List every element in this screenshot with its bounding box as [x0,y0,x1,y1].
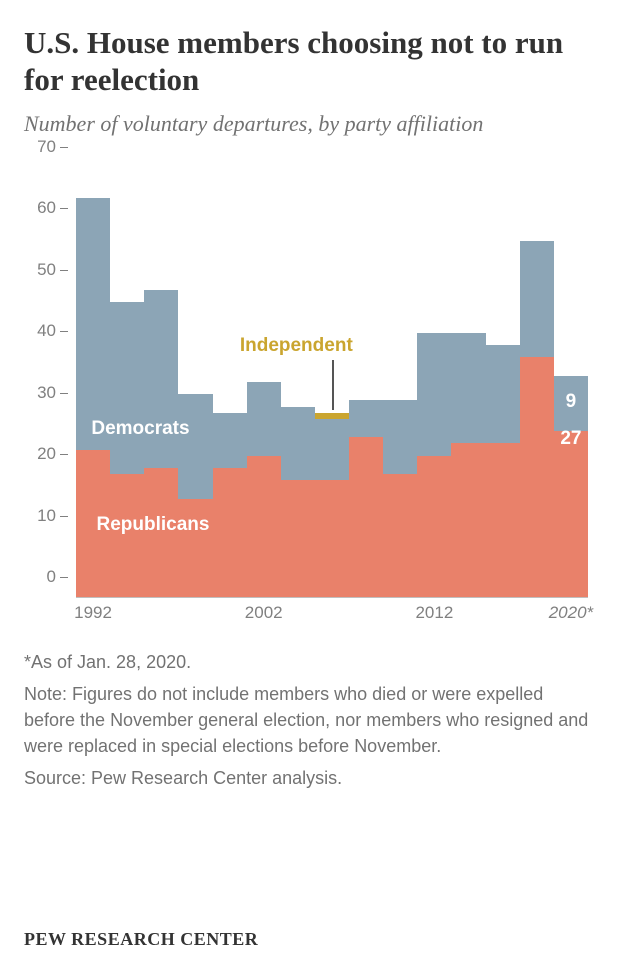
year-column [554,167,588,597]
democrat-segment [144,290,178,468]
republican-segment [486,443,520,597]
republican-segment [520,357,554,597]
x-tick-label: 2002 [245,603,283,623]
pew-logo: PEW RESEARCH CENTER [24,929,258,950]
x-axis-labels: 1992200220122020* [76,603,588,631]
plot-area: Democrats Republicans Independent 9 27 [76,167,588,597]
democrat-segment [486,345,520,443]
y-tick: 50 [37,260,56,280]
y-tick: 20 [37,444,56,464]
republican-segment [451,443,485,597]
democrat-segment [110,302,144,474]
democrat-segment [520,241,554,358]
republicans-label: Republicans [96,514,209,536]
footnote-note: Note: Figures do not include members who… [24,681,596,759]
democrat-segment [383,400,417,474]
republican-segment [349,437,383,597]
democrat-segment [76,198,110,450]
year-column [247,167,281,597]
x-tick-label: 2012 [415,603,453,623]
democrat-segment [178,394,212,498]
republican-segment [110,474,144,597]
year-column [486,167,520,597]
republican-segment [554,431,588,597]
year-column [383,167,417,597]
y-tick: 40 [37,321,56,341]
democrat-segment [451,333,485,444]
democrats-label: Democrats [91,418,189,440]
y-tick: 30 [37,383,56,403]
footnote-source: Source: Pew Research Center analysis. [24,765,596,791]
year-column [349,167,383,597]
y-tick: 70 [37,137,56,157]
chart-title: U.S. House members choosing not to run f… [24,24,596,98]
independent-segment [315,413,349,419]
year-column [417,167,451,597]
democrat-segment [247,382,281,456]
x-tick-label: 2020* [549,603,593,623]
year-column [281,167,315,597]
chart-subtitle: Number of voluntary departures, by party… [24,110,596,139]
chart-container: 010203040506070 DemocratsRepublicansInde… [24,167,596,631]
democrat-segment [281,407,315,481]
y-tick: 60 [37,198,56,218]
year-column [213,167,247,597]
republican-segment [281,480,315,597]
y-axis: 010203040506070 [24,167,64,597]
footnote-asterisk: *As of Jan. 28, 2020. [24,649,596,675]
republican-segment [417,456,451,597]
democrat-segment [349,400,383,437]
x-tick-label: 1992 [74,603,112,623]
republican-segment [213,468,247,597]
footnotes: *As of Jan. 28, 2020. Note: Figures do n… [24,649,596,791]
year-column [451,167,485,597]
independent-label: Independent [240,335,353,357]
y-tick: 10 [37,506,56,526]
democrat-segment [315,419,349,480]
republican-segment [247,456,281,597]
democrat-segment [417,333,451,456]
republican-2020-value: 27 [554,428,588,450]
republican-segment [315,480,349,597]
independent-pointer [332,360,334,409]
x-axis-line [76,597,588,598]
democrat-2020-value: 9 [554,391,588,413]
democrat-segment [213,413,247,468]
republican-segment [383,474,417,597]
y-tick: 0 [47,567,56,587]
year-column [520,167,554,597]
chart-area: 010203040506070 DemocratsRepublicansInde… [24,167,596,597]
